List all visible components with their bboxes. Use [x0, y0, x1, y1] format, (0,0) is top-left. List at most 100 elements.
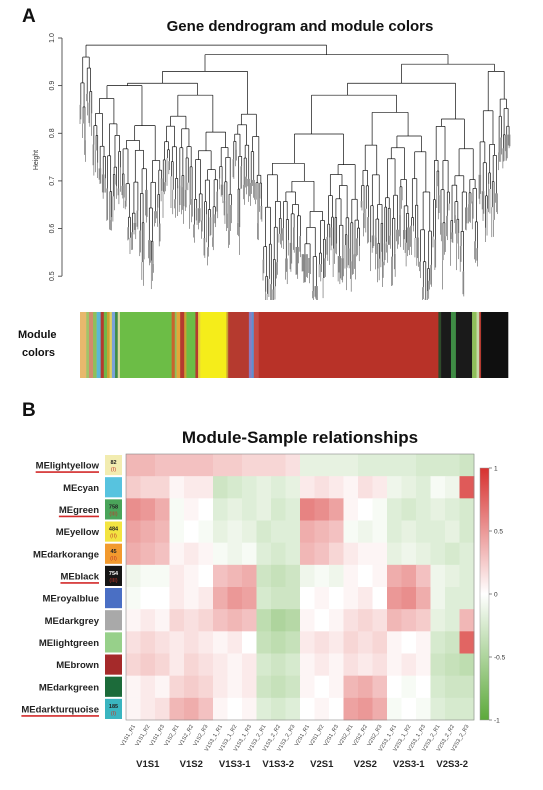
heatmap-cell	[387, 587, 402, 610]
heatmap-cell	[140, 542, 156, 566]
module-class-label: (I)	[111, 467, 116, 473]
heatmap-cell	[271, 476, 286, 499]
heatmap-cell	[329, 697, 344, 721]
heatmap-cell	[169, 564, 185, 588]
heatmap-cell	[169, 631, 185, 654]
module-color-segment	[198, 312, 201, 378]
module-color-segment	[184, 312, 187, 378]
heatmap-cell	[155, 587, 170, 610]
heatmap-cell	[126, 498, 141, 521]
heatmap-cell	[256, 454, 272, 477]
module-color-segment	[86, 312, 90, 378]
module-class-label: (I)	[111, 711, 116, 717]
heatmap-cell	[285, 631, 301, 654]
heatmap-cell	[343, 542, 359, 566]
heatmap-cell	[213, 653, 228, 677]
heatmap-cell	[401, 520, 417, 544]
heatmap-cell	[227, 675, 243, 699]
heatmap-cell	[329, 498, 344, 521]
heatmap-cell	[314, 653, 330, 677]
module-color-segment	[200, 312, 227, 378]
heatmap-cell	[198, 653, 214, 677]
row-label: MEdarkturquoise	[21, 704, 99, 715]
heatmap-cell	[416, 498, 431, 521]
heatmap-cell	[401, 454, 417, 477]
heatmap-cells	[125, 453, 475, 721]
heatmap-cell	[343, 653, 359, 677]
heatmap-cell	[271, 564, 286, 588]
heatmap-cell	[300, 542, 315, 566]
heatmap-cell	[285, 454, 301, 477]
heatmap-cell	[329, 476, 344, 499]
module-color-segment	[80, 312, 87, 378]
heatmap-cell	[184, 653, 199, 677]
heatmap-cell	[358, 498, 373, 521]
heatmap-cell	[242, 542, 257, 566]
heatmap-cell	[256, 587, 272, 610]
heatmap-cell	[372, 564, 388, 588]
module-color-segment	[195, 312, 199, 378]
heatmap-cell	[169, 520, 185, 544]
y-tick-label: 0.8	[49, 128, 56, 138]
heatmap-cell	[140, 476, 156, 499]
heatmap-cell	[198, 454, 214, 477]
heatmap-cell	[198, 587, 214, 610]
module-color-segment	[228, 312, 250, 378]
heatmap-cell	[401, 697, 417, 721]
row-label: MEcyan	[63, 483, 99, 494]
heatmap-cell	[314, 675, 330, 699]
heatmap-cell	[372, 542, 388, 566]
heatmap-cell	[300, 498, 315, 521]
heatmap-cell	[329, 631, 344, 654]
module-color-segment	[119, 312, 172, 378]
heatmap-cell	[285, 520, 301, 544]
heatmap-cell	[285, 697, 301, 721]
heatmap-cell	[227, 587, 243, 610]
heatmap-cell	[184, 697, 199, 721]
module-swatch	[105, 499, 122, 520]
heatmap-cell	[372, 454, 388, 477]
module-gene-count: 82	[110, 460, 116, 466]
heatmap-chart: MElightyellow MEcyan MEgreen MEyellow MEdark…	[21, 453, 506, 770]
heatmap-cell	[155, 542, 170, 566]
y-axis-label: Height	[33, 150, 40, 170]
heatmap-cell	[198, 609, 214, 632]
heatmap-cell	[140, 697, 156, 721]
row-label: MEyellow	[56, 527, 100, 538]
heatmap-cell	[445, 476, 460, 499]
row-label: MEroyalblue	[43, 594, 100, 605]
module-swatch	[105, 588, 122, 609]
heatmap-cell	[343, 476, 359, 499]
heatmap-cell	[314, 564, 330, 588]
module-swatch	[105, 632, 122, 653]
heatmap-cell	[198, 564, 214, 588]
module-swatch	[105, 654, 122, 675]
heatmap-cell	[416, 564, 431, 588]
heatmap-cell	[169, 476, 185, 499]
module-color-segment	[455, 312, 473, 378]
heatmap-cell	[256, 498, 272, 521]
heatmap-cell	[285, 587, 301, 610]
module-color-segment	[100, 312, 105, 378]
heatmap-cell	[213, 587, 228, 610]
heatmap-cell	[372, 653, 388, 677]
heatmap-cell	[387, 631, 402, 654]
module-color-segment	[450, 312, 457, 378]
panel-b: B Module-Sample relationships MElightyel…	[0, 398, 543, 790]
heatmap-cell	[430, 542, 446, 566]
panel-a-letter: A	[22, 6, 36, 27]
heatmap-cell	[416, 542, 431, 566]
heatmap-cell	[329, 675, 344, 699]
heatmap-cell	[459, 587, 475, 610]
heatmap-cell	[401, 564, 417, 588]
module-color-segment	[115, 312, 119, 378]
colorbar-tick-label: 0	[494, 592, 498, 599]
heatmap-cell	[285, 542, 301, 566]
group-label: V2S2	[354, 759, 377, 770]
heatmap-cell	[358, 564, 373, 588]
module-class-label: (III)	[109, 511, 117, 517]
panel-b-title: Module-Sample relationships	[181, 428, 419, 447]
heatmap-cell	[300, 675, 315, 699]
heatmap-cell	[459, 454, 475, 477]
heatmap-cell	[459, 609, 475, 632]
